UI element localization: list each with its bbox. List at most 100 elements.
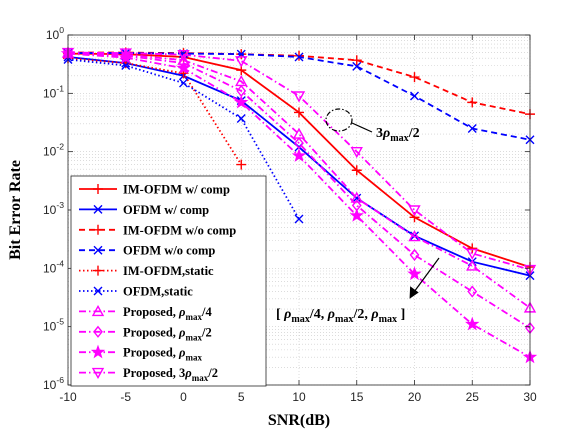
point-triangle-up [350,191,363,203]
point-x [179,78,188,88]
point-star [349,208,364,222]
point-diamond [467,285,478,298]
x-tick-label: 25 [466,390,480,404]
point-triangle-down [177,49,190,62]
series-line [67,57,243,166]
point-x [294,52,304,62]
annotation-ellipse [325,108,353,132]
legend-item: Proposed, ρmax [79,344,202,363]
point-triangle-down [292,91,306,103]
point-plus [236,159,247,170]
point-triangle-down [235,56,248,68]
legend-label: Proposed, ρmax [123,346,202,363]
legend-item: IM-OFDM w/ comp [79,183,230,197]
point-triangle-down [350,146,363,159]
point-x [352,61,362,71]
x-tick-label: -10 [59,390,77,404]
legend-item: OFDM w/o comp [79,244,215,258]
y-tick-label: 10-1 [43,83,64,100]
legend-label: Proposed, ρmax/2 [123,325,212,342]
point-star [176,60,191,75]
y-tick-label: 10-4 [43,258,64,275]
point-triangle-up [408,230,421,242]
y-tick-label: 10-5 [43,317,64,334]
point-x [236,114,246,124]
y-tick-label: 10-3 [43,200,64,217]
point-x [93,204,103,214]
point-triangle-up [466,259,479,271]
legend: IM-OFDM w/ comp OFDM w/ comp IM-OFDM w/o c… [70,175,267,387]
legend-item: Proposed, 3ρmax/2 [79,366,218,383]
x-axis-label: SNR(dB) [268,412,330,429]
point-plus [467,97,478,108]
point-x [467,123,477,133]
y-tick-label: 100 [46,25,64,42]
point-x [121,61,131,70]
series-line [67,52,531,329]
point-plus [351,165,362,176]
x-tick-label: -5 [120,390,131,404]
legend-label: OFDM,static [123,285,193,299]
point-plus [351,55,362,66]
legend-label: IM-OFDM,static [123,264,214,278]
series-line [67,58,300,220]
x-tick-label: 5 [238,390,245,404]
annotation-pointer [351,122,373,133]
point-plus [93,224,103,235]
y-tick-label: 10-6 [43,375,64,392]
point-star [291,148,307,162]
point-plus [409,72,420,83]
point-x [93,245,103,255]
x-tick-label: 10 [292,390,306,404]
legend-label: IM-OFDM w/o comp [123,223,236,237]
point-x [410,91,419,101]
point-star [407,266,422,281]
point-triangle-up [91,304,105,317]
point-x [93,286,103,296]
legend-item: OFDM w/ comp [79,203,209,217]
legend-label: IM-OFDM w/ comp [123,183,230,197]
point-diamond [409,248,420,262]
legend-item: Proposed, ρmax/4 [79,305,212,322]
series-9 [61,47,537,277]
y-axis-label: Bit Error Rate [7,160,24,260]
point-plus [93,265,103,276]
point-plus [467,243,478,254]
x-tick-label: 30 [523,390,537,404]
point-plus [294,107,304,118]
y-tick-label: 10-2 [43,142,64,159]
legend-item: IM-OFDM w/o comp [79,223,236,237]
legend-item: IM-OFDM,static [79,264,214,278]
point-plus [294,50,304,61]
point-triangle-down [466,248,479,260]
legend-item: Proposed, ρmax/2 [79,325,212,342]
point-triangle-down [91,367,105,380]
point-x [294,214,304,224]
point-triangle-down [408,205,421,217]
series-line [67,52,531,309]
annotations: 3ρmax/2 [ ρmax/4, ρmax/2, ρmax ] [276,108,440,325]
x-tick-label: 0 [180,390,187,404]
point-star [465,316,480,331]
point-plus [93,184,103,194]
legend-label: Proposed, 3ρmax/2 [123,366,218,383]
series-line [67,51,531,271]
point-star [90,344,106,359]
legend-label: OFDM w/o comp [123,244,215,258]
annotation-bracket-group: [ ρmax/4, ρmax/2, ρmax ] [276,307,405,325]
x-tick-label: 15 [350,390,364,404]
legend-label: Proposed, ρmax/4 [123,305,212,322]
x-tick-label: 20 [408,390,422,404]
series-layer [60,46,538,364]
annotation-arrow-head [409,286,419,299]
point-triangle-down [119,48,132,60]
ticks: -10 -5 0 5 10 15 20 25 30 100 10-1 10-2 10-3 10-4 10-5… [43,25,537,404]
point-diamond [294,137,304,150]
annotation-arrow-line [413,257,440,293]
legend-item: OFDM,static [79,285,193,299]
legend-label: OFDM w/ comp [123,203,209,217]
point-diamond [93,325,103,338]
point-star [234,94,249,109]
annotation-3rho-max-2: 3ρmax/2 [376,126,420,144]
